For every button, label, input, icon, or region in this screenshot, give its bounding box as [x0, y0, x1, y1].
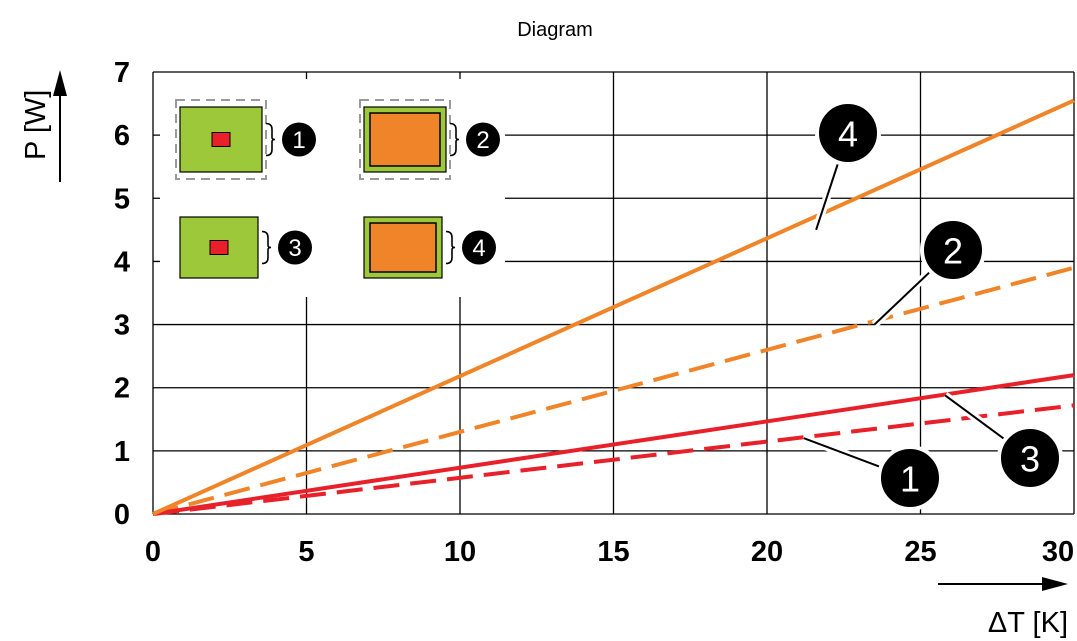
- chart-title: Diagram: [517, 19, 593, 41]
- y-tick-label: 0: [114, 499, 130, 531]
- legend-badge-label-3: 3: [288, 235, 301, 262]
- x-tick-label: 5: [298, 536, 314, 568]
- series-line-2: [152, 265, 1075, 516]
- legend-bracket-2: [449, 122, 460, 157]
- legend-housing-outline: [175, 99, 267, 180]
- x-tick-label: 10: [444, 536, 476, 568]
- x-tick-label: 0: [145, 536, 161, 568]
- legend-chip-1: [211, 132, 231, 147]
- legend-badge-2: [466, 122, 500, 157]
- tick-labels: 0 5 10 15 20 25 30 0 1 2 3 4 5 6 7: [114, 57, 1074, 568]
- axis-labels: P [W] ΔT [K]: [20, 70, 1068, 639]
- legend-badge-label-4: 4: [472, 235, 485, 262]
- legend-badge-4: [462, 230, 496, 265]
- legend-badge-3: [278, 230, 312, 265]
- legend: 1 2 3 4: [160, 79, 505, 297]
- callout-badge-label-1: 1: [900, 459, 920, 500]
- legend-chip-3: [209, 240, 229, 255]
- y-tick-label: 6: [114, 120, 130, 152]
- series-group: [152, 98, 1075, 516]
- x-tick-label: 30: [1042, 536, 1074, 568]
- x-axis-arrow-head: [1042, 577, 1068, 591]
- legend-housing-outline: [359, 99, 451, 180]
- y-tick-label: 1: [114, 436, 130, 468]
- y-tick-label: 4: [114, 246, 130, 278]
- y-axis-arrow-head: [53, 70, 67, 96]
- legend-badge-label-1: 1: [292, 127, 305, 154]
- callout-badge-2: [920, 217, 986, 283]
- callout-badge-label-4: 4: [838, 114, 858, 155]
- legend-bracket-1: [265, 122, 276, 157]
- y-tick-label: 5: [114, 183, 130, 215]
- x-axis-label: ΔT [K]: [988, 607, 1068, 639]
- series-line-4: [152, 98, 1075, 516]
- legend-bracket-3: [261, 230, 272, 265]
- callout-badge-4: [815, 100, 881, 166]
- legend-chip-2: [369, 112, 441, 167]
- y-tick-label: 7: [114, 57, 130, 89]
- series-line-3: [152, 373, 1075, 516]
- callout-badge-label-3: 3: [1020, 439, 1040, 480]
- series-line-1: [152, 403, 1075, 516]
- legend-badge-label-2: 2: [476, 127, 489, 154]
- callout-badge-1: [877, 445, 943, 511]
- y-tick-label: 2: [114, 373, 130, 405]
- callout-badge-3: [997, 425, 1063, 491]
- legend-bracket-4: [445, 230, 456, 265]
- x-tick-label: 20: [751, 536, 783, 568]
- callouts: 4 2 3 1: [802, 100, 1063, 511]
- y-tick-label: 3: [114, 310, 130, 342]
- x-tick-label: 15: [597, 536, 629, 568]
- callout-badge-label-2: 2: [943, 231, 963, 272]
- y-axis-label: P [W]: [20, 90, 52, 160]
- legend-chip-4: [369, 222, 437, 273]
- x-tick-label: 25: [904, 536, 936, 568]
- legend-badge-1: [282, 122, 316, 157]
